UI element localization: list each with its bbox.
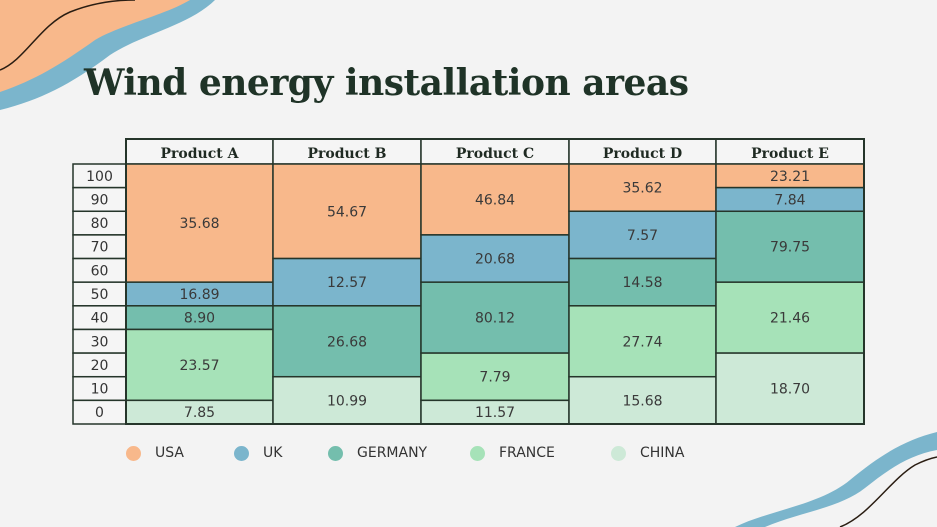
column-header-cell xyxy=(420,138,570,165)
cell-value: 27.74 xyxy=(622,334,662,350)
column-header: Product D xyxy=(603,146,682,162)
row-label: 80 xyxy=(91,216,109,232)
column-header: Product C xyxy=(456,146,534,162)
cell-usa xyxy=(272,163,422,260)
row-label: 90 xyxy=(91,192,109,208)
legend-label: CHINA xyxy=(640,445,685,461)
bottom-right-wave-white xyxy=(765,450,937,527)
cell-value: 80.12 xyxy=(475,311,515,327)
row-label: 50 xyxy=(91,287,109,303)
legend-dot-icon xyxy=(611,445,626,461)
cell-germany xyxy=(715,210,865,283)
cell-value: 7.84 xyxy=(774,192,805,208)
cell-value: 35.68 xyxy=(179,216,219,232)
table-border xyxy=(125,138,865,425)
cell-value: 23.57 xyxy=(179,358,219,374)
cell-usa xyxy=(125,163,274,283)
top-left-wave-orange xyxy=(0,0,190,92)
row-label: 0 xyxy=(95,405,104,421)
page-title: Wind energy installation areas xyxy=(84,62,689,104)
cell-value: 26.68 xyxy=(327,334,367,350)
cell-uk xyxy=(420,234,570,283)
legend-label: UK xyxy=(263,445,283,461)
row-label: 70 xyxy=(91,240,109,256)
legend-item-uk: UK xyxy=(234,445,282,461)
column-header: Product A xyxy=(161,146,240,162)
cell-uk xyxy=(568,210,717,260)
cell-value: 79.75 xyxy=(770,240,810,256)
cell-value: 7.57 xyxy=(627,228,658,244)
cell-china xyxy=(568,375,717,425)
cell-usa xyxy=(420,163,570,236)
cell-value: 16.89 xyxy=(179,287,219,303)
cell-value: 8.90 xyxy=(184,311,215,327)
column-header: Product B xyxy=(308,146,387,162)
legend-dot-icon xyxy=(470,445,485,461)
cell-germany xyxy=(420,281,570,354)
cell-france xyxy=(125,328,274,402)
column-header: Product E xyxy=(751,146,829,162)
legend-label: FRANCE xyxy=(499,445,555,461)
cell-value: 10.99 xyxy=(327,393,367,409)
cell-value: 20.68 xyxy=(475,252,515,268)
legend-dot-icon xyxy=(234,445,249,461)
cell-value: 46.84 xyxy=(475,192,515,208)
cell-value: 15.68 xyxy=(622,393,662,409)
legend-item-france: FRANCE xyxy=(470,445,555,461)
cell-germany xyxy=(568,257,717,307)
row-label: 40 xyxy=(91,311,109,327)
cell-value: 18.70 xyxy=(770,382,810,398)
cell-value: 23.21 xyxy=(770,169,810,185)
top-left-line xyxy=(0,0,136,71)
cell-france xyxy=(715,281,865,354)
row-label: 10 xyxy=(91,382,109,398)
cell-china xyxy=(715,352,865,425)
cell-uk xyxy=(272,257,422,307)
cell-value: 35.62 xyxy=(622,181,662,197)
cell-value: 54.67 xyxy=(327,204,367,220)
row-label: 100 xyxy=(86,169,113,185)
legend-item-germany: GERMANY xyxy=(328,445,427,461)
legend-dot-icon xyxy=(328,445,343,461)
cell-value: 12.57 xyxy=(327,275,367,291)
cell-value: 21.46 xyxy=(770,311,810,327)
cell-value: 7.85 xyxy=(184,405,215,421)
row-label: 60 xyxy=(91,263,109,279)
legend-item-usa: USA xyxy=(126,445,184,461)
cell-value: 7.79 xyxy=(479,370,510,386)
cell-value: 14.58 xyxy=(622,275,662,291)
bottom-right-line xyxy=(839,456,937,527)
legend-dot-icon xyxy=(126,445,141,461)
row-label: 20 xyxy=(91,358,109,374)
cell-france xyxy=(568,305,717,378)
legend-label: GERMANY xyxy=(357,445,428,461)
row-label: 30 xyxy=(91,334,109,350)
cell-china xyxy=(272,375,422,425)
legend-label: USA xyxy=(155,445,184,461)
column-header-cell xyxy=(125,138,274,165)
legend-item-china: CHINA xyxy=(611,445,684,461)
cell-value: 11.57 xyxy=(475,405,515,421)
column-header-cell xyxy=(272,138,422,165)
